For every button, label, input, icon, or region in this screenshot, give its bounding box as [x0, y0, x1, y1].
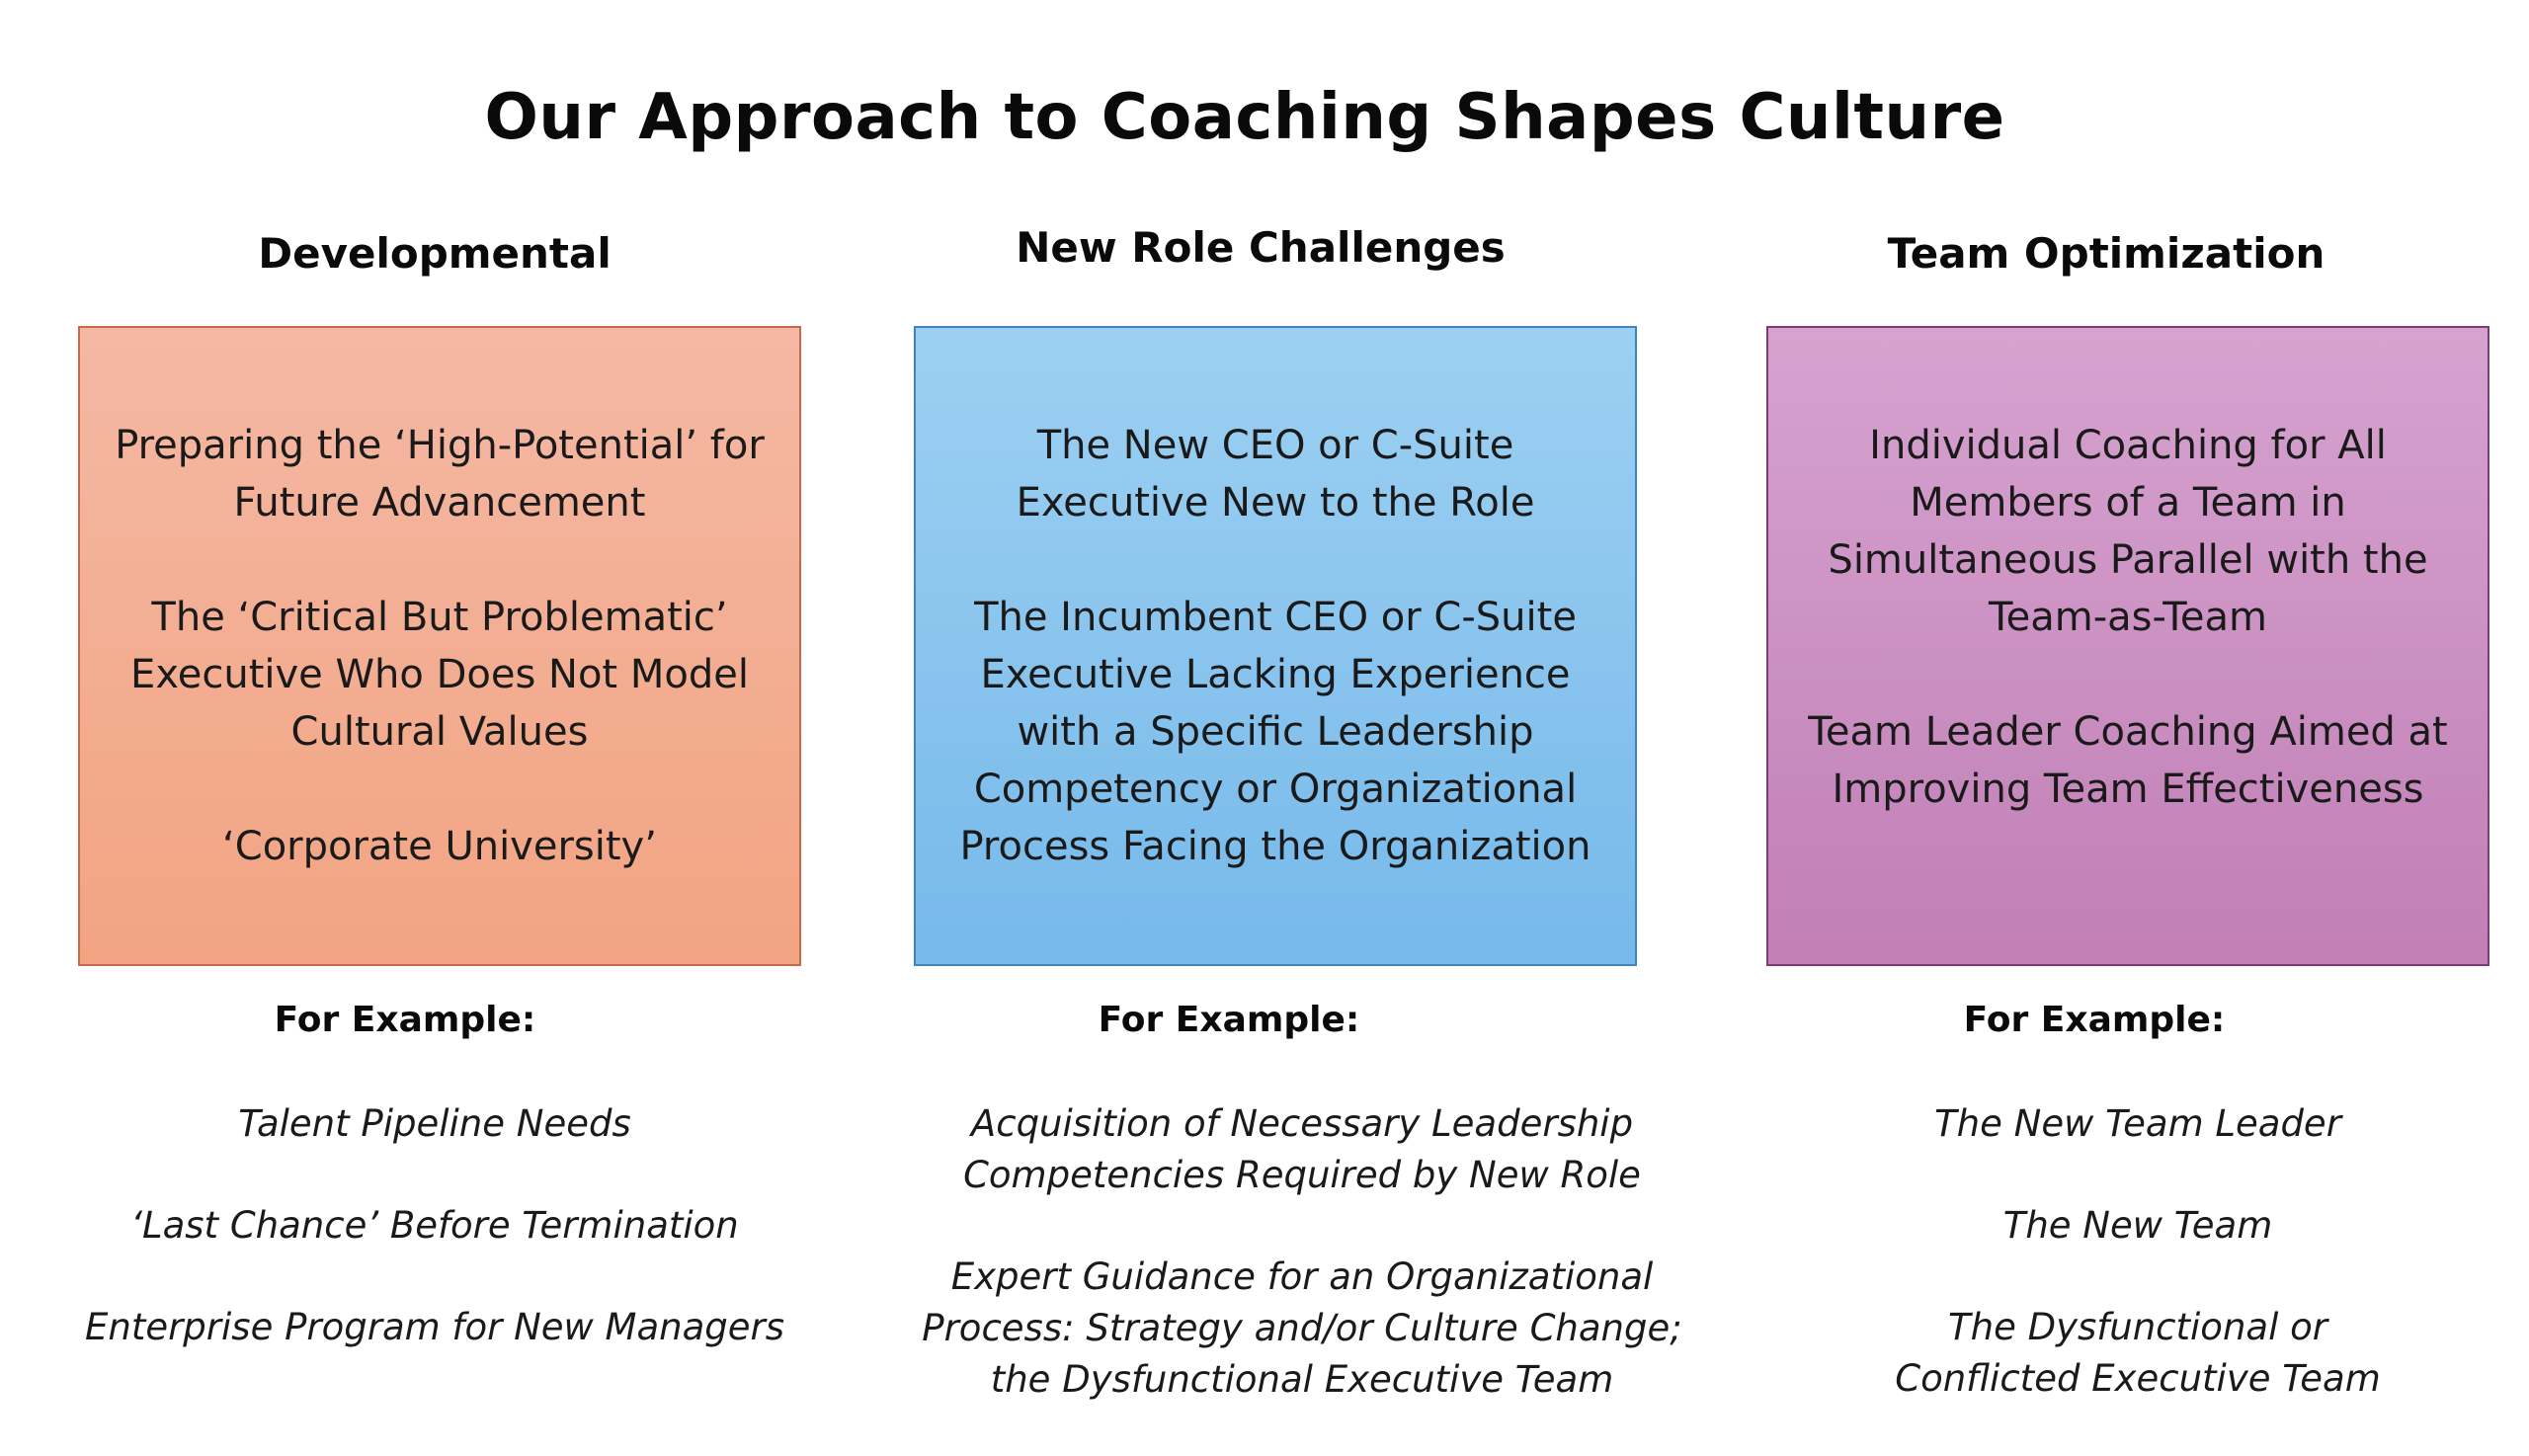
card-item: Team Leader Coaching Aimed at Improving … [1808, 709, 2448, 812]
card-item: Preparing the ‘High-Potential’ for Futur… [115, 423, 765, 526]
column-heading-developmental: Developmental [258, 229, 612, 278]
example-list-new-role-challenges: Acquisition of Necessary Leadership Comp… [877, 1098, 1727, 1456]
card-developmental: Preparing the ‘High-Potential’ for Futur… [78, 326, 801, 966]
card-new-role-challenges: The New CEO or C-Suite Executive New to … [914, 326, 1637, 966]
example-item: Enterprise Program for New Managers [85, 1306, 784, 1348]
example-item: The New Team [2002, 1204, 2273, 1247]
page-title: Our Approach to Coaching Shapes Culture [484, 81, 2005, 154]
example-item: ‘Last Chance’ Before Termination [130, 1204, 739, 1247]
card-item: Individual Coaching for All Members of a… [1828, 423, 2428, 640]
example-list-developmental: Talent Pipeline Needs ‘Last Chance’ Befo… [10, 1098, 859, 1404]
example-item: Expert Guidance for an Organizational Pr… [922, 1255, 1682, 1401]
example-item: The Dysfunctional or Conflicted Executiv… [1895, 1306, 2381, 1400]
example-item: Acquisition of Necessary Leadership Comp… [963, 1102, 1641, 1196]
example-item: The New Team Leader [1934, 1102, 2341, 1145]
card-item: The Incumbent CEO or C-Suite Executive L… [959, 595, 1591, 869]
example-heading-developmental: For Example: [274, 1000, 536, 1040]
card-team-optimization: Individual Coaching for All Members of a… [1766, 326, 2489, 966]
card-item: ‘Corporate University’ [222, 824, 657, 869]
card-item: The New CEO or C-Suite Executive New to … [1016, 423, 1535, 526]
example-heading-team-optimization: For Example: [1963, 1000, 2226, 1040]
example-item: Talent Pipeline Needs [238, 1102, 631, 1145]
column-heading-team-optimization: Team Optimization [1887, 229, 2325, 278]
card-item: The ‘Critical But Problematic’ Executive… [130, 595, 749, 755]
example-list-team-optimization: The New Team Leader The New Team The Dys… [1713, 1098, 2529, 1455]
column-heading-new-role-challenges: New Role Challenges [1016, 223, 1506, 272]
example-heading-new-role-challenges: For Example: [1098, 1000, 1360, 1040]
